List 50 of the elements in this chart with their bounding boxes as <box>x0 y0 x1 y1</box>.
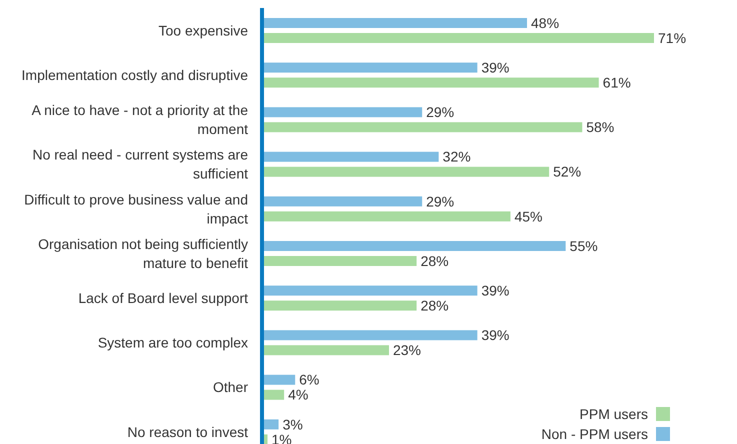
y-tick-label: Implementation costly and disruptive <box>22 67 248 83</box>
data-label: 3% <box>282 416 303 432</box>
y-tick-label: Too expensive <box>158 22 248 38</box>
bar <box>262 241 566 251</box>
data-label: 48% <box>531 14 560 31</box>
y-tick-label: Difficult to prove business value and impact <box>24 191 248 226</box>
data-label: 55% <box>570 238 598 254</box>
data-label: 45% <box>514 208 542 224</box>
data-label: 61% <box>602 74 631 90</box>
bar <box>262 330 478 340</box>
data-label: 71% <box>658 30 686 46</box>
data-label: 1% <box>272 431 292 444</box>
data-label: 23% <box>392 342 422 358</box>
legend-label: PPM users <box>580 406 648 422</box>
bar <box>262 78 599 88</box>
data-label: 28% <box>420 298 449 314</box>
bar <box>262 122 582 132</box>
bar <box>262 345 389 356</box>
data-label: 32% <box>442 148 471 165</box>
data-label: 58% <box>586 119 614 136</box>
y-tick-label: Other <box>212 379 248 396</box>
bar <box>262 374 296 385</box>
y-tick-label: No real need - current systems are sufficient <box>32 146 248 182</box>
legend-label: Non - PPM users <box>541 426 648 442</box>
bar <box>262 390 284 400</box>
bar <box>262 196 422 206</box>
bar <box>262 107 422 118</box>
bar <box>262 152 439 162</box>
y-tick-label: System are too complex <box>98 334 248 351</box>
bar <box>262 300 417 311</box>
y-tick-label: Organisation not being sufficiently mature to benefit <box>38 236 248 271</box>
data-label: 28% <box>420 252 449 269</box>
data-label: 39% <box>481 282 510 298</box>
y-tick-label: No reason to invest <box>127 424 248 440</box>
bar <box>262 211 510 222</box>
bar <box>262 286 478 296</box>
data-label: 4% <box>288 386 308 403</box>
y-tick-label: Lack of Board level support <box>78 290 248 306</box>
bar <box>262 166 550 177</box>
data-label: 29% <box>426 104 454 120</box>
data-label: 52% <box>553 164 582 180</box>
bar <box>262 33 654 43</box>
bar <box>262 62 478 73</box>
y-tick-label: A nice to have - not a priority at the moment <box>32 102 248 138</box>
data-label: 39% <box>481 60 510 76</box>
data-label: 6% <box>299 372 320 388</box>
data-label: 29% <box>426 193 454 210</box>
bar <box>262 18 528 28</box>
data-label: 39% <box>481 327 510 344</box>
bar <box>262 256 417 266</box>
